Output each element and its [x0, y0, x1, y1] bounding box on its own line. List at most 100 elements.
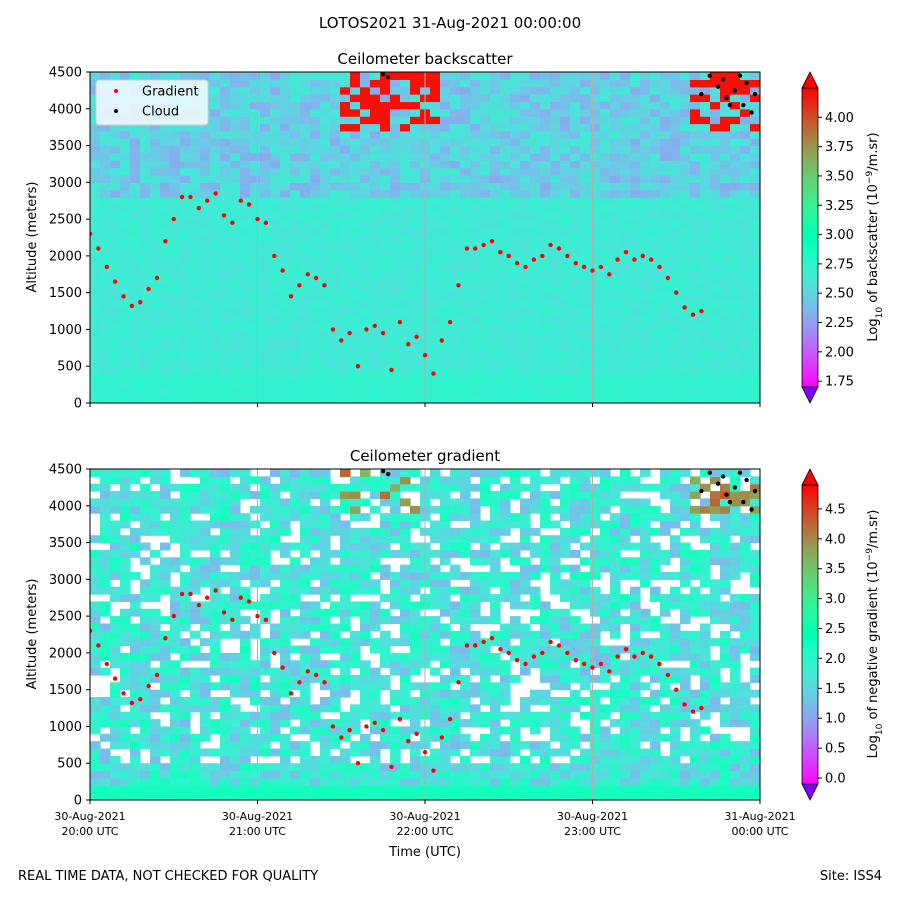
gradient-point	[339, 338, 344, 343]
cb1-label-sub: 10	[875, 723, 885, 735]
y-tick-label: 2500	[49, 610, 82, 625]
gradient-point	[146, 286, 151, 292]
y-tick-label: 2000	[49, 249, 82, 264]
gradient-point	[179, 194, 185, 200]
gradient-colorbar: 0.0 0.5 1.0 1.5 2.0 2.5 3.0 3.5 4.0 4.5 Log10 of …	[801, 468, 885, 801]
gradient-point	[313, 275, 319, 281]
gradient-point	[138, 300, 143, 305]
gradient-point	[230, 220, 235, 225]
gradient-point	[389, 764, 394, 770]
gradient-point	[263, 220, 269, 225]
gradient-point	[422, 750, 428, 755]
gradient-point	[380, 727, 386, 733]
x-tick-label: 30-Aug-2021	[54, 810, 125, 823]
gradient-point	[699, 705, 704, 711]
gradient-point	[531, 257, 537, 262]
y-tick-label: 1500	[49, 683, 82, 698]
gradient-field	[90, 469, 760, 800]
gradient-y-axis: 0 500 1000 1500 2000 2500 3000 3500 4000 4500	[49, 463, 90, 809]
cloud-point	[715, 84, 721, 89]
gradient-point	[674, 687, 679, 692]
gradient-point	[489, 239, 495, 244]
gradient-point	[205, 198, 210, 203]
backscatter-colorbar-extend-bottom	[801, 386, 819, 404]
cb0-label-sup: −9	[865, 171, 875, 185]
gradient-point	[473, 643, 478, 648]
x-tick-label: 31-Aug-2021	[724, 810, 795, 823]
gradient-point	[246, 202, 252, 207]
gradient-point	[657, 264, 662, 270]
cloud-point	[380, 72, 386, 77]
gradient-point	[322, 680, 327, 685]
x-tick-label: 20:00 UTC	[61, 825, 118, 838]
gradient-point	[397, 716, 403, 722]
colorbar-tick-label: 1.75	[825, 375, 854, 390]
colorbar-tick-label: 3.75	[825, 140, 854, 155]
gradient-point	[339, 735, 344, 740]
cloud-point	[752, 488, 758, 494]
gradient-point	[682, 702, 687, 707]
cloud-point	[727, 499, 733, 505]
gradient-point	[238, 595, 243, 600]
gradient-point	[623, 250, 629, 255]
colorbar-tick-label: 2.5	[825, 622, 846, 637]
gradient-point	[456, 680, 461, 685]
gradient-point	[632, 257, 637, 262]
y-tick-label: 1500	[49, 286, 82, 301]
gradient-point	[112, 279, 118, 284]
gradient-series	[90, 588, 704, 773]
gradient-point	[163, 239, 168, 244]
gradient-point	[523, 661, 528, 667]
x-tick-label: 30-Aug-2021	[557, 810, 628, 823]
gradient-point	[489, 636, 495, 641]
gradient-point	[90, 231, 93, 236]
x-tick-label: 00:00 UTC	[731, 825, 788, 838]
gradient-point	[196, 205, 202, 211]
colorbar-tick-label: 1.5	[825, 682, 846, 697]
gradient-plot-area[interactable]	[88, 469, 761, 801]
gradient-point	[297, 283, 302, 288]
gradient-point	[389, 367, 394, 373]
gradient-point	[355, 364, 361, 369]
cloud-point	[380, 469, 386, 474]
gradient-point	[607, 272, 612, 277]
cloud-series	[380, 469, 758, 512]
gradient-point	[221, 610, 227, 615]
cb1-label-sup: −9	[865, 548, 875, 562]
figure-title: LOTOS2021 31-Aug-2021 00:00:00	[318, 14, 582, 32]
cb1-label-end: /m.sr)	[866, 510, 881, 548]
gradient-point	[221, 213, 227, 218]
cb0-label-suffix: of backscatter (10	[866, 184, 881, 307]
gradient-point	[179, 591, 185, 597]
y-tick-label: 4500	[49, 463, 82, 478]
gradient-point	[104, 264, 109, 270]
gradient-point	[481, 242, 486, 248]
cloud-point	[744, 80, 749, 86]
gradient-point	[674, 290, 679, 295]
gradient-point	[657, 661, 662, 667]
gradient-point	[121, 294, 126, 299]
gradient-point	[573, 261, 578, 266]
gradient-point	[699, 308, 704, 314]
gradient-point	[280, 665, 285, 670]
gradient-colorbar-extend-bottom	[801, 783, 819, 801]
gradient-point	[406, 739, 411, 744]
gradient-point	[439, 735, 444, 740]
gradient-point	[163, 636, 168, 641]
y-tick-label: 4500	[49, 66, 82, 81]
backscatter-panel: Ceilometer backscatter 0 500 1000 1500 2000 2…	[25, 50, 885, 412]
gradient-point	[531, 654, 537, 659]
gradient-point	[297, 680, 302, 685]
gradient-point	[598, 661, 604, 667]
cloud-series	[380, 72, 758, 115]
gradient-point	[305, 669, 310, 674]
cloud-point	[707, 73, 712, 78]
gradient-point	[364, 327, 369, 332]
gradient-point	[665, 275, 671, 281]
gradient-point	[188, 194, 193, 200]
gradient-point	[422, 353, 428, 358]
backscatter-plot-area[interactable]	[88, 72, 761, 404]
cloud-point	[385, 74, 391, 80]
cloud-point	[741, 102, 746, 108]
gradient-point	[640, 650, 645, 656]
